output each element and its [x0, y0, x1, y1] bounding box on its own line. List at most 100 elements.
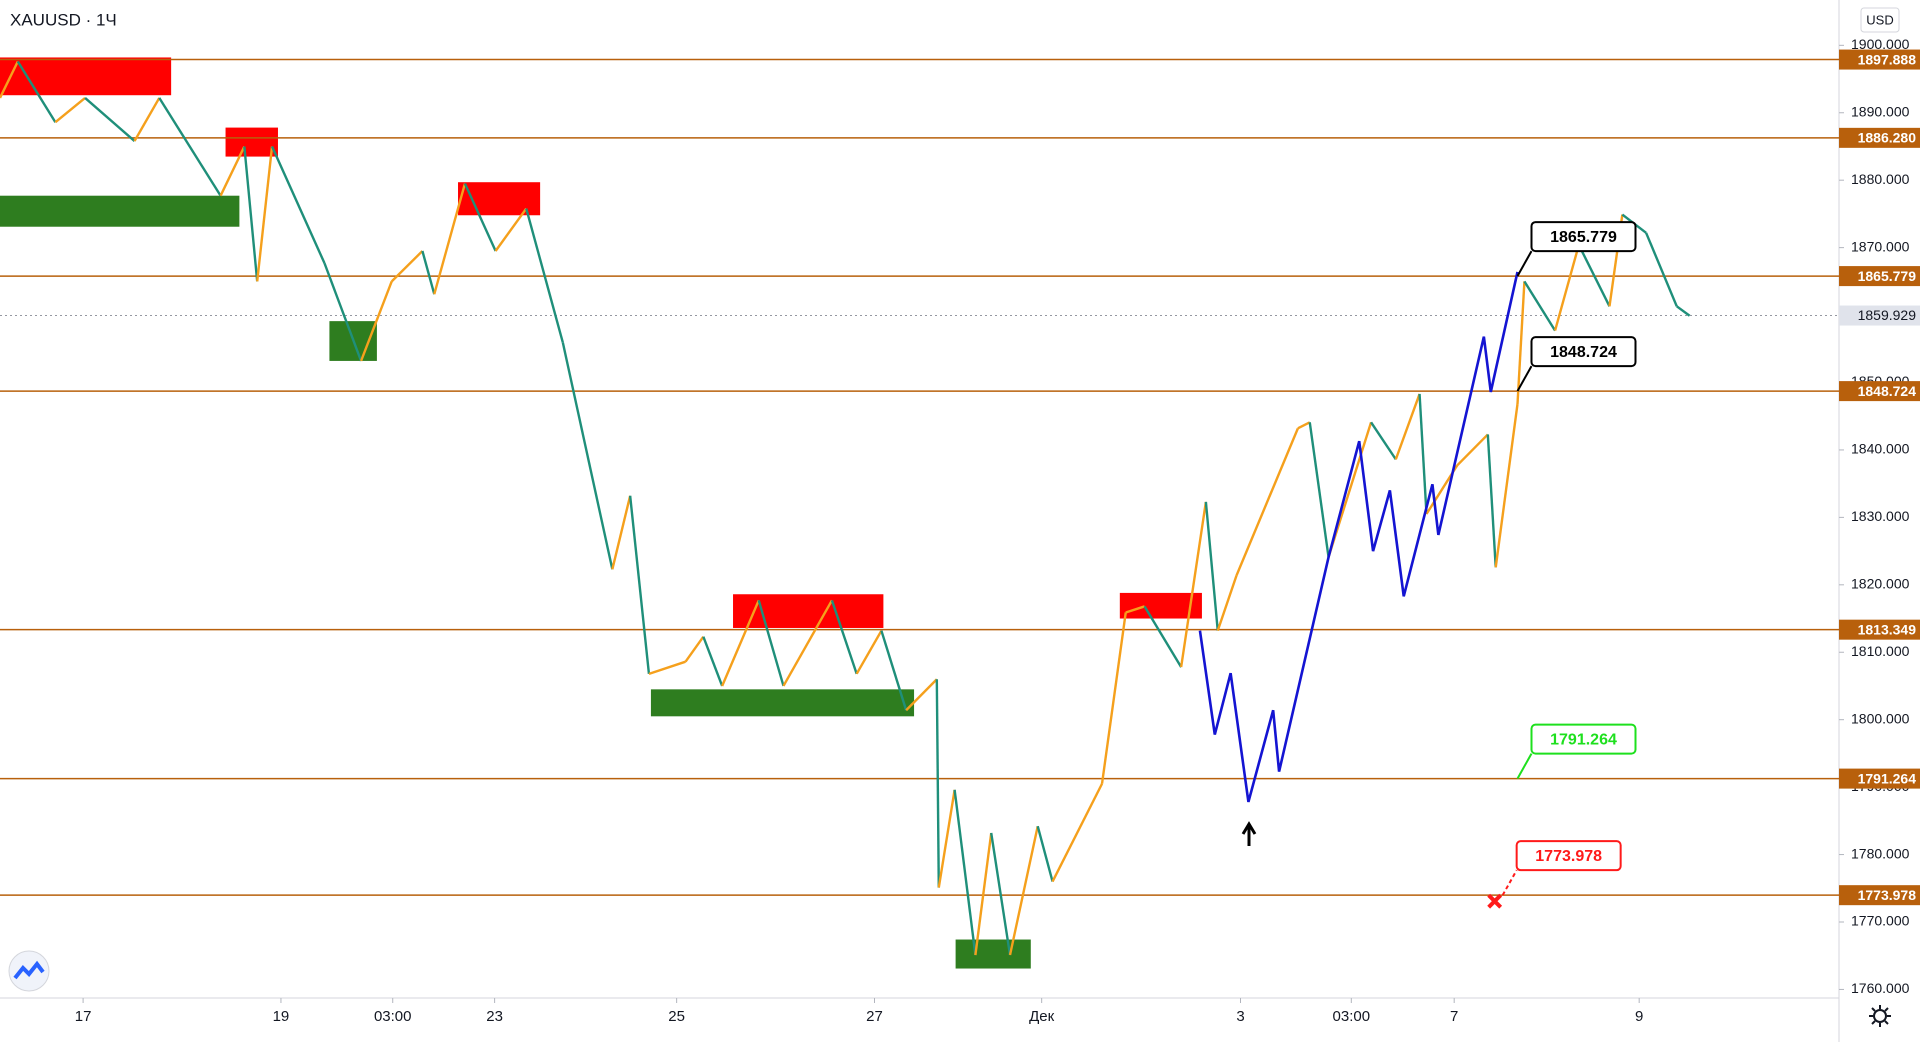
zigzag-segment	[243, 146, 259, 282]
y-tick-label: 1760.000	[1851, 980, 1910, 996]
projection-line	[1198, 271, 1519, 803]
callout-label: 1848.724	[1550, 344, 1617, 361]
zigzag-segment	[561, 342, 614, 570]
callout-pointer	[1516, 753, 1533, 780]
x-tick-label: 17	[75, 1008, 92, 1025]
zigzag-segment	[855, 630, 883, 675]
zigzag-segment	[1100, 612, 1127, 784]
callout-box	[1515, 840, 1622, 872]
zone	[0, 195, 240, 227]
level-label-box	[1839, 619, 1920, 640]
symbol-label: XAUUSD · 1Ч	[10, 10, 117, 29]
zigzag-segment	[1494, 403, 1519, 568]
y-tick-label: 1870.000	[1851, 238, 1910, 254]
zigzag-segment	[219, 145, 246, 197]
y-tick-label: 1880.000	[1851, 171, 1910, 187]
level-label: 1813.349	[1858, 621, 1917, 637]
zone	[650, 689, 915, 717]
zigzag-segment	[1523, 280, 1557, 332]
zigzag-segment	[433, 183, 467, 295]
last-price-label: 1859.929	[1858, 307, 1917, 323]
zigzag-segment	[1516, 281, 1526, 405]
zigzag-segment	[1486, 434, 1497, 568]
zigzag-segment	[1125, 605, 1145, 614]
zigzag-segment	[494, 207, 528, 252]
zone	[733, 594, 884, 628]
zigzag-segment	[782, 599, 833, 687]
x-tick-label: 03:00	[374, 1008, 412, 1025]
zigzag-segment	[905, 678, 938, 712]
level-label-box	[1839, 49, 1920, 70]
zone	[225, 127, 278, 157]
x-tick-label: 03:00	[1333, 1008, 1371, 1025]
zigzag-segment	[133, 97, 161, 142]
zigzag-segment	[1553, 244, 1580, 331]
level-label: 1886.280	[1858, 130, 1917, 146]
zigzag-segment	[648, 660, 686, 675]
zigzag-segment	[990, 832, 1012, 956]
zigzag-segment	[1143, 605, 1183, 668]
currency-label[interactable]: USD	[1866, 12, 1893, 27]
zigzag-segment	[830, 599, 858, 675]
zigzag-segment	[1297, 421, 1311, 430]
zigzag-segment	[1370, 421, 1397, 461]
zigzag-segment	[270, 145, 326, 264]
currency-box[interactable]	[1860, 7, 1900, 33]
y-tick-label: 1780.000	[1851, 845, 1910, 861]
y-tick-label: 1800.000	[1851, 710, 1910, 726]
zigzag-segment	[937, 789, 956, 888]
x-tick-label: 25	[668, 1008, 685, 1025]
callout-box	[1530, 723, 1637, 755]
zigzag-segment	[1676, 305, 1691, 317]
x-tick-label: 19	[273, 1008, 290, 1025]
zigzag-segment	[323, 262, 363, 362]
level-label-box	[1839, 768, 1920, 789]
callout-box	[1530, 336, 1637, 368]
zigzag-segment	[359, 280, 393, 362]
level-label-box	[1839, 381, 1920, 402]
zone	[0, 57, 172, 96]
y-tick-label: 1830.000	[1851, 508, 1910, 524]
callout-pointer	[1516, 250, 1533, 277]
y-tick-label: 1810.000	[1851, 643, 1910, 659]
zigzag-segment	[1008, 825, 1039, 956]
callout-pointer	[1516, 365, 1533, 392]
zigzag-segment	[953, 789, 977, 956]
zigzag-segment	[1204, 501, 1219, 631]
settings-icon[interactable]	[1869, 1005, 1891, 1027]
zigzag-segment	[256, 146, 274, 282]
zigzag-segment	[721, 599, 760, 687]
zigzag-segment	[158, 97, 222, 197]
level-label: 1865.779	[1858, 268, 1917, 284]
zigzag-segment	[1394, 393, 1421, 460]
zigzag-segment	[1418, 393, 1428, 515]
zigzag-segment	[935, 679, 940, 888]
zigzag-segment	[611, 495, 632, 570]
level-label: 1773.978	[1858, 887, 1917, 903]
level-label: 1791.264	[1858, 770, 1917, 786]
zigzag-segment	[525, 208, 565, 344]
logo[interactable]	[8, 950, 50, 992]
zigzag-segment	[757, 599, 785, 687]
x-tick-label: 7	[1450, 1008, 1458, 1025]
zigzag-segment	[1036, 825, 1054, 882]
up-arrow	[1241, 821, 1257, 846]
zigzag-segment	[54, 96, 86, 124]
zigzag-segment	[1216, 574, 1238, 632]
y-tick-label: 1840.000	[1851, 441, 1910, 457]
zigzag-segment	[1456, 433, 1489, 467]
zigzag-segment	[1179, 501, 1208, 668]
zigzag-segment	[16, 60, 57, 123]
zigzag-segment	[1051, 783, 1104, 883]
callout-label: 1791.264	[1550, 731, 1617, 748]
y-tick-label: 1770.000	[1851, 913, 1910, 929]
zigzag-segment	[1235, 427, 1299, 576]
callout-label: 1773.978	[1535, 848, 1602, 865]
y-tick-label: 1890.000	[1851, 103, 1910, 119]
x-tick-label: 27	[866, 1008, 883, 1025]
zigzag-segment	[1308, 422, 1330, 558]
y-tick-label: 1820.000	[1851, 576, 1910, 592]
zone	[955, 939, 1031, 969]
zigzag-segment	[974, 832, 993, 956]
